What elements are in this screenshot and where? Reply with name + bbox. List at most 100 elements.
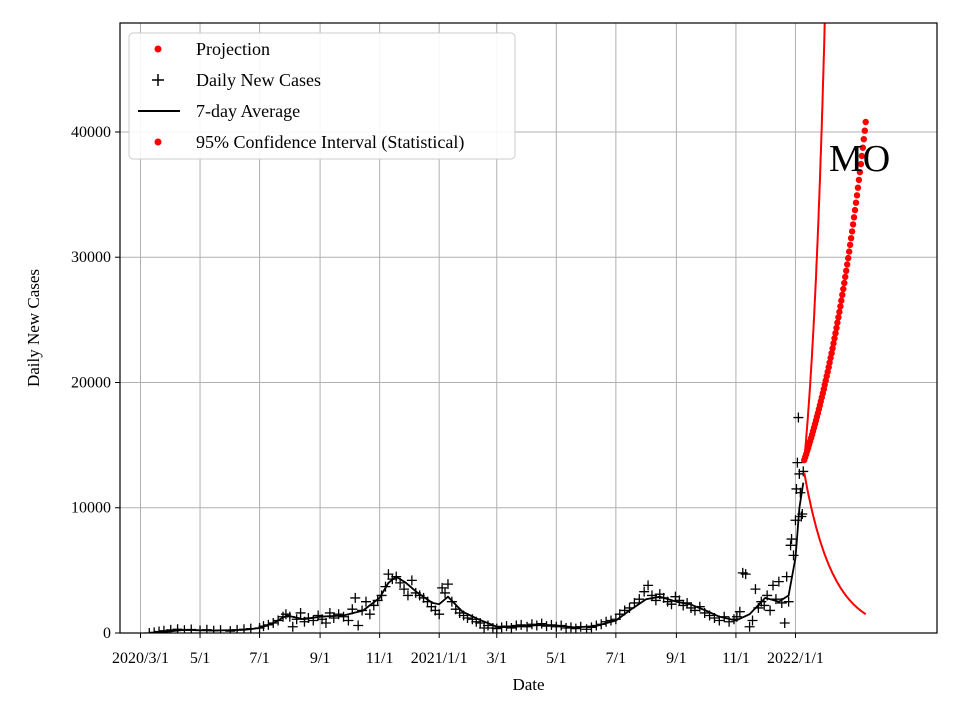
- daily-cases-point: [295, 607, 306, 618]
- daily-cases-point: [768, 580, 779, 591]
- daily-cases-point: [759, 600, 770, 611]
- daily-cases-point: [634, 594, 645, 605]
- projection-point: [861, 127, 868, 134]
- daily-cases-point: [446, 596, 457, 607]
- daily-cases-point: [368, 600, 379, 611]
- daily-cases-point: [747, 615, 758, 626]
- projection-point: [833, 324, 840, 332]
- projection-point: [840, 285, 847, 293]
- daily-cases-point: [506, 622, 517, 633]
- daily-cases-point: [596, 619, 607, 630]
- daily-cases-point: [762, 590, 773, 601]
- projection-point: [846, 248, 853, 255]
- y-tick-label: 20000: [71, 374, 111, 391]
- projection-point: [858, 152, 865, 160]
- daily-cases-point: [666, 599, 677, 610]
- x-tick-label: 5/1: [190, 650, 210, 667]
- daily-cases-point: [731, 611, 742, 622]
- daily-cases-point: [790, 515, 801, 526]
- daily-cases-point: [263, 619, 274, 630]
- daily-cases-point: [624, 602, 635, 613]
- projection-point: [835, 314, 842, 321]
- projection-point: [850, 214, 858, 221]
- projection-point: [832, 330, 839, 337]
- daily-cases-point: [360, 596, 371, 607]
- daily-cases-point: [154, 626, 165, 633]
- daily-cases-point: [586, 622, 597, 633]
- daily-cases-point: [324, 607, 335, 618]
- y-tick-label: 30000: [71, 249, 111, 266]
- daily-cases-point: [144, 628, 155, 633]
- daily-cases-point: [770, 594, 781, 605]
- daily-cases-point: [639, 586, 650, 597]
- daily-cases-point: [215, 625, 226, 633]
- daily-cases-point: [796, 511, 807, 522]
- projection-point: [851, 206, 859, 214]
- daily-cases-point: [734, 606, 745, 617]
- daily-cases-point: [570, 623, 581, 633]
- daily-cases-point: [320, 617, 331, 628]
- daily-cases-point: [437, 582, 448, 593]
- daily-cases-point: [750, 584, 761, 595]
- daily-cases-point: [798, 466, 809, 477]
- daily-cases-point: [591, 620, 602, 631]
- x-tick-label: 2021/1/1: [411, 650, 468, 667]
- daily-cases-point: [646, 590, 657, 601]
- projection-point: [854, 184, 862, 191]
- daily-cases-point: [776, 597, 787, 608]
- daily-cases-point: [376, 590, 387, 601]
- daily-cases-point: [605, 615, 616, 626]
- daily-cases-point: [650, 595, 661, 606]
- daily-cases-point: [442, 579, 453, 590]
- daily-cases-point: [357, 605, 368, 616]
- state-annotation: MO: [829, 138, 890, 180]
- confidence-upper-bound: [803, 23, 826, 461]
- y-tick-label: 40000: [71, 124, 111, 141]
- daily-cases-point: [195, 625, 206, 633]
- projection-point: [836, 308, 843, 316]
- daily-cases-point: [531, 620, 542, 631]
- daily-cases-point: [694, 601, 705, 612]
- legend-label: 95% Confidence Interval (Statistical): [196, 132, 464, 153]
- daily-cases-point: [303, 612, 314, 623]
- daily-cases-point: [556, 620, 567, 631]
- daily-cases-point: [792, 457, 803, 468]
- daily-cases-point: [788, 550, 799, 561]
- daily-cases-point: [674, 595, 685, 606]
- projection-point: [839, 291, 846, 298]
- daily-cases-point: [773, 576, 784, 587]
- daily-cases-point: [682, 597, 693, 608]
- daily-cases-point: [785, 540, 796, 551]
- daily-cases-point: [395, 577, 406, 588]
- daily-cases-point: [308, 615, 319, 626]
- daily-cases-point: [284, 611, 295, 622]
- projection-point: [829, 345, 836, 352]
- x-tick-label: 5/1: [546, 650, 566, 667]
- daily-cases-point: [786, 534, 797, 545]
- daily-cases-point: [434, 609, 445, 620]
- daily-cases-point: [402, 590, 413, 601]
- daily-cases-point: [440, 587, 451, 598]
- legend-marker-dot: [154, 45, 162, 53]
- daily-cases-point: [719, 611, 730, 622]
- projection-point: [848, 228, 856, 235]
- daily-cases-point: [793, 412, 804, 423]
- daily-cases-point: [610, 614, 621, 625]
- daily-cases-point: [704, 610, 715, 621]
- daily-cases-point: [372, 595, 383, 606]
- daily-cases-point: [245, 623, 256, 633]
- legend-label: Projection: [196, 39, 270, 59]
- daily-cases-point: [383, 569, 394, 580]
- projection-point: [847, 235, 855, 242]
- projection-point: [831, 335, 838, 342]
- daily-cases-point: [399, 584, 410, 595]
- daily-cases-point: [724, 616, 735, 627]
- projection-point: [857, 160, 865, 168]
- legend-label: 7-day Average: [196, 101, 300, 121]
- y-axis-title: Daily New Cases: [24, 269, 43, 387]
- projection-point: [828, 350, 835, 357]
- projection-point: [830, 340, 837, 347]
- daily-cases-point: [753, 602, 764, 613]
- daily-cases-point: [526, 619, 537, 630]
- confidence-lower-bound: [803, 472, 867, 616]
